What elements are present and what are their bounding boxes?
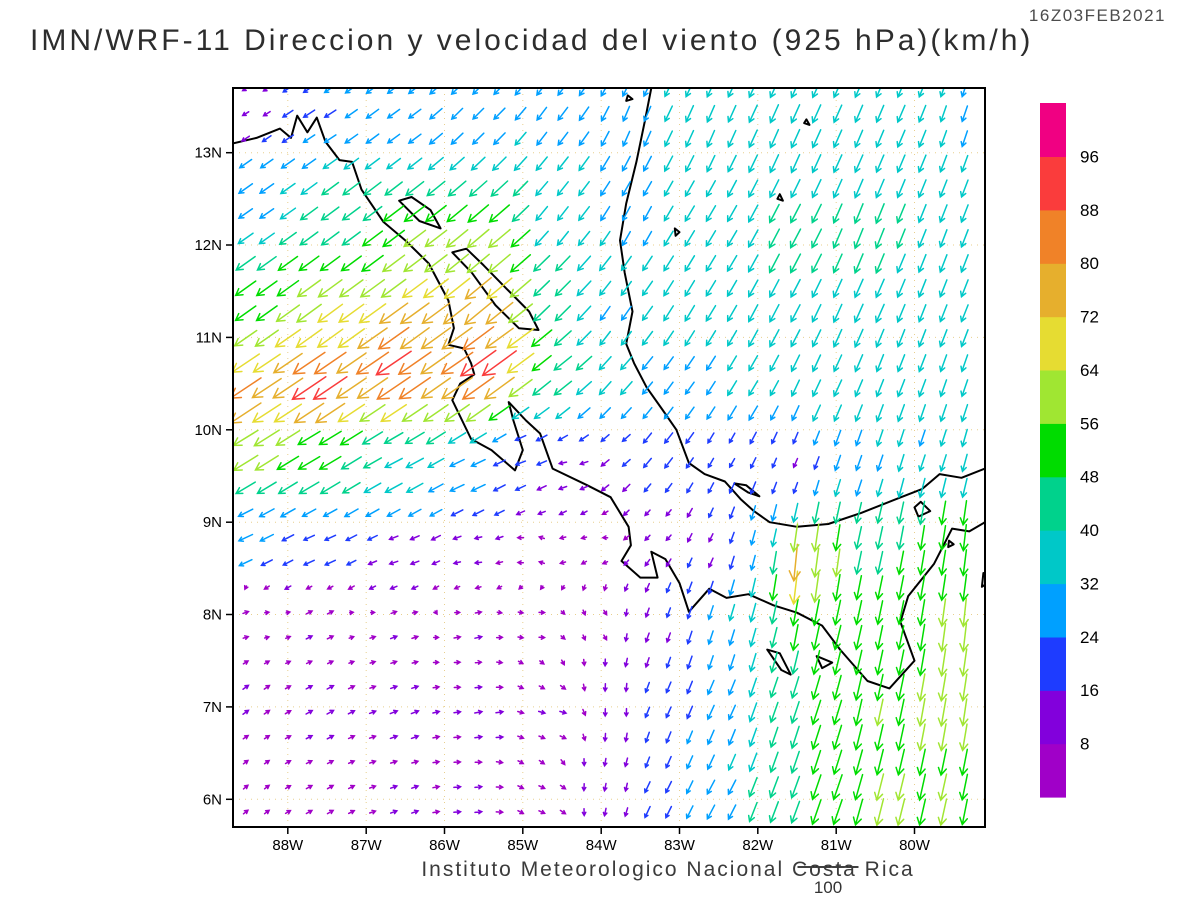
lon-tick-label: 88W — [272, 837, 304, 854]
miskito-cay — [625, 94, 634, 102]
lat-tick-label: 11N — [196, 329, 222, 346]
lon-tick-label: 82W — [742, 837, 774, 854]
providencia-island — [803, 118, 811, 126]
colorbar-tick-label: 64 — [1080, 361, 1099, 380]
colorbar: 8 16 24 32 40 48 56 64 72 80 88 96 — [1040, 103, 1099, 798]
corn-island — [673, 227, 681, 237]
grid-lines — [233, 88, 985, 827]
colorbar-tick-label: 8 — [1080, 735, 1089, 754]
colorbar-tick-label: 80 — [1080, 254, 1099, 273]
pacific-coast — [233, 114, 985, 690]
coastline — [233, 88, 985, 690]
axis-labels: 6N 7N 8N 9N 10N 11N 12N 13N 88W 87W 86W 85W 84W 83W 82… — [194, 145, 930, 854]
lat-tick-label: 9N — [203, 514, 222, 531]
lon-tick-label: 86W — [429, 837, 461, 854]
cebaco-island — [815, 655, 834, 670]
lat-tick-label: 10N — [194, 422, 222, 439]
coiba-island — [766, 648, 792, 676]
lat-tick-label: 13N — [194, 145, 222, 162]
chart-title: IMN/WRF-11 Direccion y velocidad del vie… — [30, 24, 1034, 57]
wind-arrows — [233, 88, 969, 827]
caribbean-coast — [619, 88, 985, 528]
lat-tick-label: 7N — [203, 699, 222, 716]
san-andres-island — [776, 193, 784, 202]
lon-tick-label: 81W — [821, 837, 853, 854]
pearl-islands — [980, 572, 985, 588]
colorbar-tick-label: 88 — [1080, 201, 1099, 220]
lon-tick-label: 84W — [586, 837, 618, 854]
reference-vector: 100 — [797, 866, 859, 897]
lake-nicaragua — [451, 247, 540, 331]
lat-tick-label: 12N — [194, 237, 222, 254]
reference-vector-label: 100 — [814, 878, 842, 897]
footer-credit: Instituto Meteorologico Nacional Costa R… — [421, 858, 915, 881]
colorbar-tick-label: 48 — [1080, 468, 1099, 487]
lon-tick-label: 83W — [664, 837, 696, 854]
colorbar-tick-label: 24 — [1080, 628, 1099, 647]
gatun-lake — [913, 500, 932, 518]
plot-frame — [232, 87, 986, 828]
lon-tick-label: 85W — [507, 837, 539, 854]
taboga-island — [947, 539, 955, 549]
valid-time-label: 16Z03FEB2021 — [1028, 6, 1166, 25]
bocas-islands — [733, 482, 761, 498]
colorbar-tick-label: 56 — [1080, 414, 1099, 433]
colorbar-tick-label: 96 — [1080, 147, 1099, 166]
lon-tick-label: 87W — [351, 837, 383, 854]
colorbar-tick-label: 32 — [1080, 575, 1099, 594]
colorbar-tick-label: 72 — [1080, 308, 1099, 327]
lat-tick-label: 6N — [203, 791, 222, 808]
colorbar-tick-label: 16 — [1080, 681, 1099, 700]
lat-tick-label: 8N — [203, 607, 222, 624]
lon-tick-label: 80W — [899, 837, 931, 854]
colorbar-tick-label: 40 — [1080, 521, 1099, 540]
lake-managua — [398, 196, 442, 230]
